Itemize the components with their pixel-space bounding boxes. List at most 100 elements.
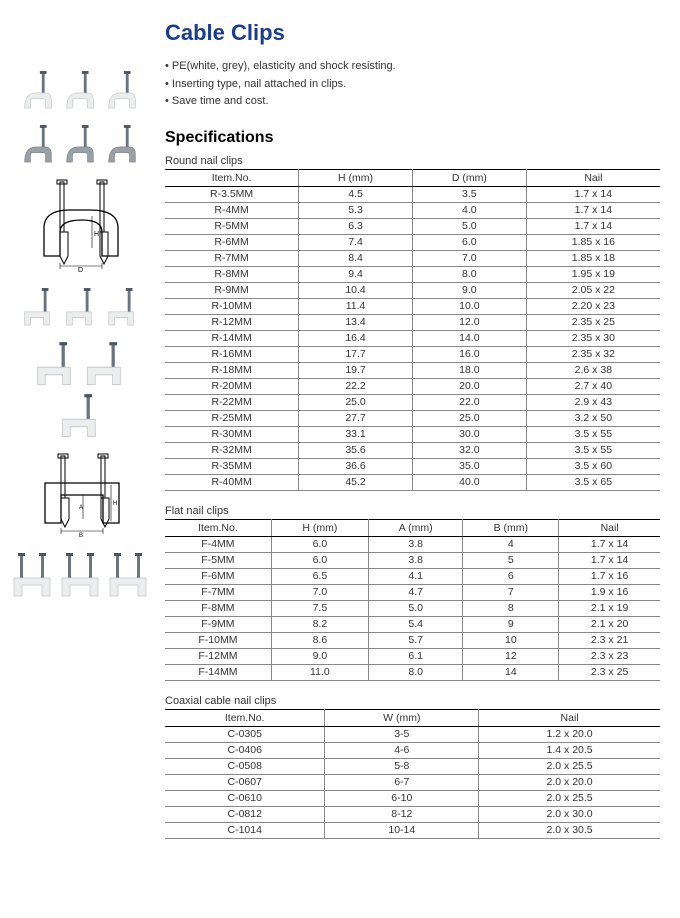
table-cell: 7.0 bbox=[412, 250, 526, 266]
table-cell: C-0305 bbox=[165, 726, 325, 742]
table-cell: 30.0 bbox=[412, 426, 526, 442]
table-cell: 9.4 bbox=[299, 266, 413, 282]
table-cell: 5.7 bbox=[368, 632, 463, 648]
table-cell: 3.5 x 60 bbox=[526, 458, 660, 474]
table-row: R-30MM33.130.03.5 x 55 bbox=[165, 426, 660, 442]
table-cell: 2.3 x 25 bbox=[559, 664, 660, 680]
table-cell: 6.0 bbox=[271, 552, 368, 568]
round-clip-icon bbox=[61, 70, 99, 112]
table-cell: 2.3 x 21 bbox=[559, 632, 660, 648]
table-cell: 4.1 bbox=[368, 568, 463, 584]
table-row: R-35MM36.635.03.5 x 60 bbox=[165, 458, 660, 474]
table-cell: 20.0 bbox=[412, 378, 526, 394]
flat-clips-white-large bbox=[10, 341, 150, 441]
table-cell: 6.1 bbox=[368, 648, 463, 664]
table-title-flat: Flat nail clips bbox=[165, 505, 660, 517]
table-cell: 1.7 x 14 bbox=[526, 218, 660, 234]
flat-clip-icon bbox=[61, 287, 99, 329]
table-cell: 2.05 x 22 bbox=[526, 282, 660, 298]
table-cell: 1.7 x 14 bbox=[526, 186, 660, 202]
table-cell: 2.0 x 25.5 bbox=[479, 790, 660, 806]
table-cell: R-4MM bbox=[165, 202, 299, 218]
spec-heading: Specifications bbox=[165, 129, 660, 147]
table-row: F-12MM9.06.1122.3 x 23 bbox=[165, 648, 660, 664]
bullet-item: Save time and cost. bbox=[165, 93, 660, 111]
table-cell: 10.0 bbox=[412, 298, 526, 314]
svg-text:H: H bbox=[113, 501, 117, 507]
table-row: R-16MM17.716.02.35 x 32 bbox=[165, 346, 660, 362]
table-cell: C-1014 bbox=[165, 822, 325, 838]
table-cell: F-12MM bbox=[165, 648, 271, 664]
table-cell: 10-14 bbox=[325, 822, 479, 838]
table-cell: R-40MM bbox=[165, 474, 299, 490]
table-cell: 2.6 x 38 bbox=[526, 362, 660, 378]
table-cell: 4.0 bbox=[412, 202, 526, 218]
table-cell: 5.3 bbox=[299, 202, 413, 218]
coax-table: Item.No.W (mm)NailC-03053-51.2 x 20.0C-0… bbox=[165, 709, 660, 839]
table-header: A (mm) bbox=[368, 519, 463, 536]
table-title-round: Round nail clips bbox=[165, 155, 660, 167]
table-row: F-7MM7.04.771.9 x 16 bbox=[165, 584, 660, 600]
round-diagram: H D bbox=[18, 178, 148, 273]
table-row: R-9MM10.49.02.05 x 22 bbox=[165, 282, 660, 298]
table-header: Item.No. bbox=[165, 169, 299, 186]
table-cell: 3.5 bbox=[412, 186, 526, 202]
table-cell: 2.1 x 19 bbox=[559, 600, 660, 616]
table-row: R-14MM16.414.02.35 x 30 bbox=[165, 330, 660, 346]
table-cell: F-7MM bbox=[165, 584, 271, 600]
table-cell: 40.0 bbox=[412, 474, 526, 490]
table-header: Nail bbox=[559, 519, 660, 536]
page: H D A H bbox=[10, 20, 660, 853]
table-row: C-06106-102.0 x 25.5 bbox=[165, 790, 660, 806]
table-cell: 2.20 x 23 bbox=[526, 298, 660, 314]
table-row: C-05085-82.0 x 25.5 bbox=[165, 758, 660, 774]
table-cell: R-35MM bbox=[165, 458, 299, 474]
table-cell: C-0508 bbox=[165, 758, 325, 774]
coax-clip-icon bbox=[10, 552, 54, 600]
table-row: R-7MM8.47.01.85 x 18 bbox=[165, 250, 660, 266]
table-cell: R-32MM bbox=[165, 442, 299, 458]
table-cell: 22.2 bbox=[299, 378, 413, 394]
table-cell: 5.0 bbox=[412, 218, 526, 234]
table-cell: 10.4 bbox=[299, 282, 413, 298]
table-cell: 5-8 bbox=[325, 758, 479, 774]
table-cell: 8.0 bbox=[412, 266, 526, 282]
table-cell: R-3.5MM bbox=[165, 186, 299, 202]
table-cell: 5 bbox=[463, 552, 559, 568]
table-cell: 17.7 bbox=[299, 346, 413, 362]
table-cell: 1.7 x 14 bbox=[559, 552, 660, 568]
flat-table: Item.No.H (mm)A (mm)B (mm)NailF-4MM6.03.… bbox=[165, 519, 660, 681]
table-cell: R-8MM bbox=[165, 266, 299, 282]
table-cell: 9.0 bbox=[412, 282, 526, 298]
table-cell: R-9MM bbox=[165, 282, 299, 298]
flat-clips-white-small bbox=[10, 287, 150, 329]
svg-text:B: B bbox=[79, 533, 83, 538]
table-row: F-10MM8.65.7102.3 x 21 bbox=[165, 632, 660, 648]
table-cell: R-20MM bbox=[165, 378, 299, 394]
table-cell: F-5MM bbox=[165, 552, 271, 568]
table-cell: 45.2 bbox=[299, 474, 413, 490]
table-cell: 16.4 bbox=[299, 330, 413, 346]
table-cell: R-7MM bbox=[165, 250, 299, 266]
round-table: Item.No.H (mm)D (mm)NailR-3.5MM4.53.51.7… bbox=[165, 169, 660, 491]
table-cell: 2.1 x 20 bbox=[559, 616, 660, 632]
table-cell: 36.6 bbox=[299, 458, 413, 474]
flat-clip-icon bbox=[82, 341, 128, 389]
table-cell: 6-10 bbox=[325, 790, 479, 806]
svg-text:H: H bbox=[94, 231, 99, 238]
table-cell: 1.85 x 16 bbox=[526, 234, 660, 250]
table-row: C-06076-72.0 x 20.0 bbox=[165, 774, 660, 790]
table-header: H (mm) bbox=[271, 519, 368, 536]
table-cell: 2.3 x 23 bbox=[559, 648, 660, 664]
table-row: R-8MM9.48.01.95 x 19 bbox=[165, 266, 660, 282]
table-cell: 18.0 bbox=[412, 362, 526, 378]
table-cell: R-16MM bbox=[165, 346, 299, 362]
table-row: R-10MM11.410.02.20 x 23 bbox=[165, 298, 660, 314]
svg-text:A: A bbox=[79, 505, 83, 511]
table-cell: 4.5 bbox=[299, 186, 413, 202]
table-cell: 6.0 bbox=[271, 536, 368, 552]
table-cell: R-18MM bbox=[165, 362, 299, 378]
round-clip-icon bbox=[103, 70, 141, 112]
table-cell: R-30MM bbox=[165, 426, 299, 442]
table-cell: 2.0 x 25.5 bbox=[479, 758, 660, 774]
